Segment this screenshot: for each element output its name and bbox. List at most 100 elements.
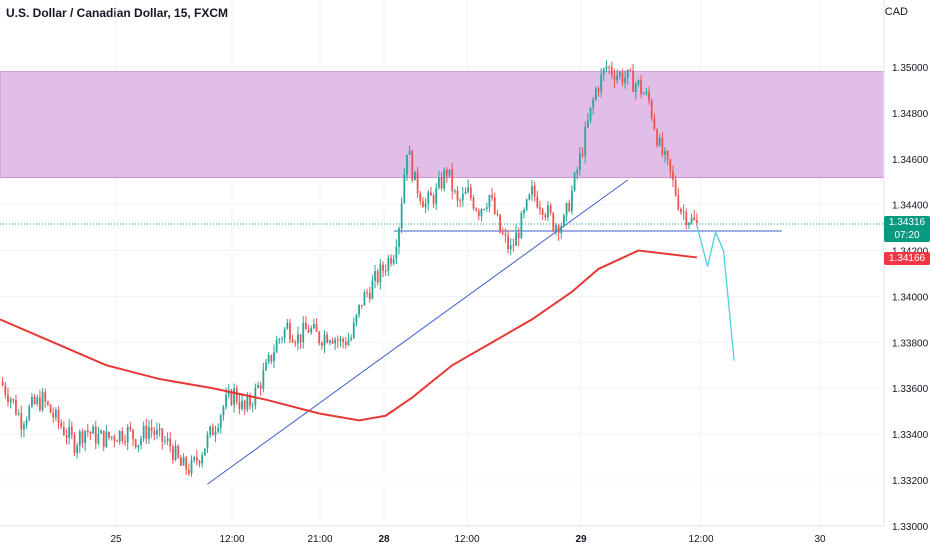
candle-body [203,448,206,456]
candle-body [169,438,172,447]
candle-body [54,409,57,418]
candle-body [283,328,286,339]
candle-body [586,120,589,127]
candle-body [286,322,289,329]
candle-body [209,426,212,435]
candle-body [685,211,688,226]
candle-body [374,271,376,281]
candle-body [320,343,323,346]
candle-body [201,455,204,464]
candle-body [86,430,89,433]
currency-label: CAD [884,6,908,18]
candle-body [387,257,390,272]
candle-body [339,338,342,341]
candle-body [174,445,177,461]
candle-body [467,187,470,193]
candle-body [352,322,355,338]
time-tick-label: 12:00 [219,534,244,545]
candle-body [392,259,395,264]
last-price-tag: 1.34316 07:20 [884,215,930,242]
candle-body [217,427,220,432]
candle-body [602,68,605,75]
candle-body [206,434,209,449]
candle-body [531,186,533,195]
candle-body [65,434,68,438]
candle-body [230,390,233,405]
candle-body [379,264,382,283]
candle-body [116,440,118,442]
candle-body [427,192,430,204]
price-axis[interactable]: 1.35000 1.34800 1.34600 1.34400 1.34200 1.340… [892,63,929,533]
candle-body [156,429,158,435]
candle-body [451,169,454,192]
candle-body [62,427,65,435]
candle-body [342,338,345,342]
candle-body [501,232,504,234]
candle-body [360,304,363,306]
candle-body [310,328,313,333]
candle-body [158,428,161,430]
candle-body [249,397,251,406]
candle-body [17,413,20,415]
candle-body [153,430,156,435]
candle-body [539,207,541,210]
candle-body [533,186,536,197]
candle-body [110,436,113,438]
candle-body [669,159,672,172]
candle-body [608,66,611,68]
time-tick-label: 12:00 [688,534,713,545]
candle-body [36,397,39,404]
candle-body [41,391,44,411]
price-tick-label: 1.33800 [892,338,929,349]
candle-body [600,74,603,92]
candle-body [680,208,682,213]
candle-body [312,323,315,329]
candle-body [102,430,105,447]
candle-body [227,390,230,396]
candle-body [336,339,339,341]
candle-body [432,195,435,204]
candle-body [275,339,278,353]
candle-body [693,217,696,221]
candle-body [278,339,281,341]
candle-body [568,202,571,212]
candle-body [100,430,102,434]
candle-body [233,388,235,405]
candle-body [7,394,9,403]
time-axis[interactable]: 25 12:00 21:00 28 12:00 29 12:00 30 [110,534,826,545]
candle-body [145,425,148,439]
candle-body [406,154,408,175]
candle-body [368,293,371,299]
candle-body [241,400,243,410]
candle-body [366,292,368,294]
candle-body [344,341,347,346]
candle-body [477,210,480,217]
candle-body [416,171,419,194]
last-price-value: 1.34316 [888,216,926,228]
candle-body [57,409,60,423]
candle-body [28,406,31,420]
candle-body [605,66,608,69]
candle-body [4,385,7,395]
candle-body [682,211,685,213]
candle-body [331,340,334,344]
candle-body [315,323,318,332]
candle-body [504,233,507,236]
candle-body [650,100,653,119]
price-tick-label: 1.34800 [892,109,929,120]
candle-body [674,179,677,196]
candle-body [179,457,182,466]
candle-body [299,334,302,343]
candle-body [688,223,690,226]
time-tick-label: 28 [378,534,390,545]
candle-body [371,280,374,299]
candle-body [20,413,23,430]
candle-body [515,232,517,246]
candle-body [363,292,366,306]
price-tick-label: 1.34400 [892,201,929,212]
candle-body [323,334,326,346]
candle-body [517,232,520,239]
candle-body [419,193,422,202]
candle-body [584,126,587,156]
